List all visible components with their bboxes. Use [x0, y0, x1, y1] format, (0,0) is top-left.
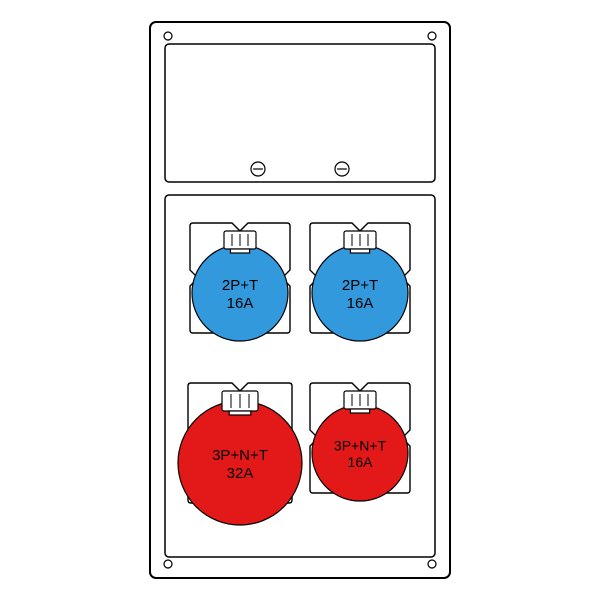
socket-top-left-label-line1: 2P+T — [222, 277, 258, 294]
socket-top-right-label-line2: 16A — [347, 295, 374, 312]
socket-bottom-right-hinge-neck — [350, 409, 369, 413]
socket-top-left-label-line2: 16A — [227, 295, 254, 312]
mount-hole-icon — [428, 560, 436, 568]
socket-bottom-right-label-line1: 3P+N+T — [334, 437, 387, 453]
distribution-box-diagram: 2P+T16A2P+T16A3P+N+T32A3P+N+T16A — [0, 0, 600, 600]
top-panel — [165, 44, 435, 182]
socket-top-left: 2P+T16A — [190, 223, 290, 341]
socket-top-right: 2P+T16A — [310, 223, 410, 341]
socket-bottom-left: 3P+N+T32A — [178, 383, 302, 525]
socket-bottom-left-label-line2: 32A — [227, 465, 254, 482]
mount-hole-icon — [428, 32, 436, 40]
socket-top-left-hinge-neck — [230, 249, 249, 253]
socket-bottom-right-label-line2: 16A — [348, 454, 374, 470]
socket-bottom-right: 3P+N+T16A — [310, 383, 410, 501]
socket-bottom-left-label-line1: 3P+N+T — [212, 447, 268, 464]
socket-top-right-hinge-neck — [350, 249, 369, 253]
socket-bottom-left-hinge-neck — [229, 411, 251, 415]
socket-top-right-label-line1: 2P+T — [342, 277, 378, 294]
mount-hole-icon — [164, 32, 172, 40]
mount-hole-icon — [164, 560, 172, 568]
